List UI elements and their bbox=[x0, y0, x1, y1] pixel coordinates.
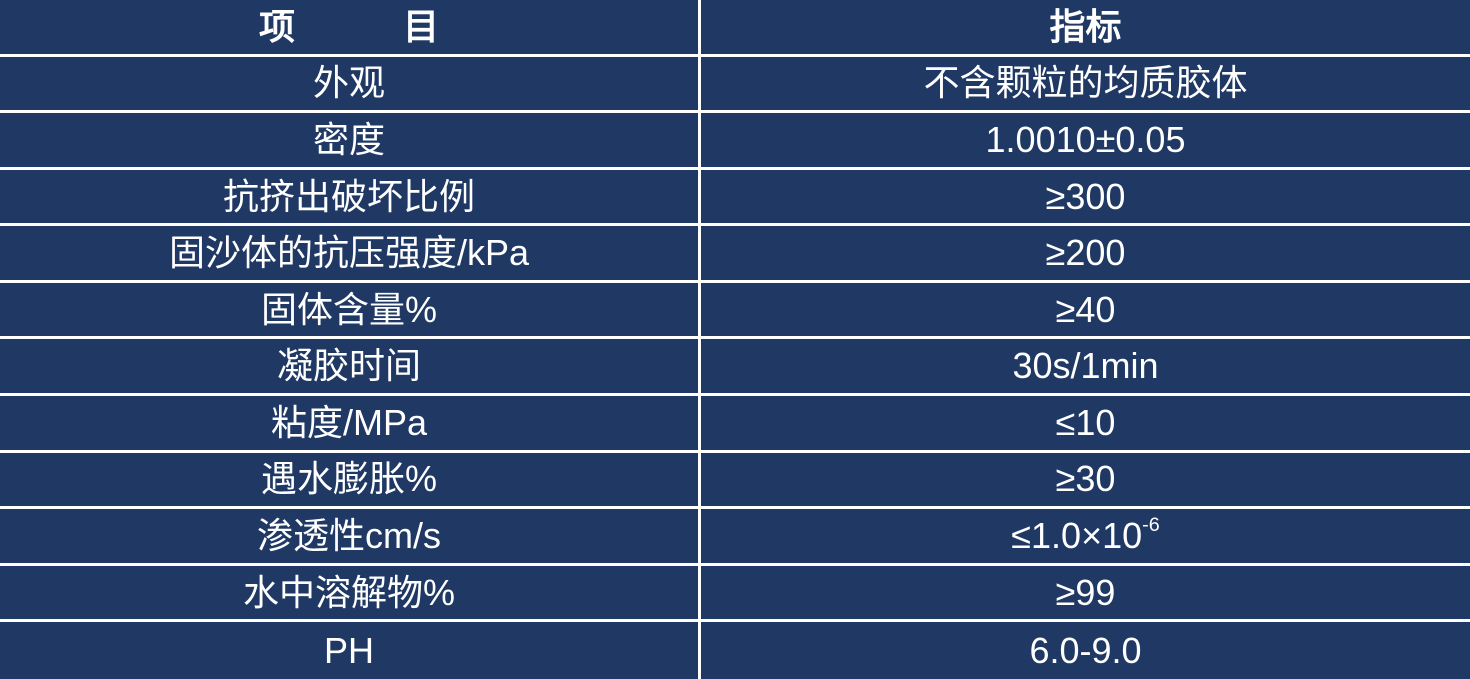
value-cell: 1.0010±0.05 bbox=[698, 113, 1470, 167]
item-cell: 遇水膨胀% bbox=[260, 458, 437, 500]
header-value-column: 指标 bbox=[698, 0, 1470, 54]
table-row: 抗挤出破坏比例 ≥300 bbox=[0, 169, 1470, 227]
value-superscript: -6 bbox=[1142, 514, 1160, 537]
table-row: 遇水膨胀% ≥30 bbox=[0, 452, 1470, 510]
value-cell: 30s/1min bbox=[698, 339, 1470, 394]
table-row: 渗透性cm/s ≤1.0×10 -6 bbox=[0, 509, 1470, 566]
item-cell: 抗挤出破坏比例 bbox=[222, 175, 475, 217]
table-row: PH 6.0-9.0 bbox=[0, 622, 1470, 679]
item-cell: PH bbox=[323, 629, 374, 671]
table-row: 外观 不含颗粒的均质胶体 bbox=[0, 56, 1470, 114]
value-cell: ≤10 bbox=[698, 396, 1470, 450]
item-cell: 固体含量% bbox=[260, 288, 437, 330]
value-cell: ≥99 bbox=[698, 565, 1470, 620]
value-cell: ≤1.0×10 -6 bbox=[698, 509, 1470, 563]
table-row: 固沙体的抗压强度/kPa ≥200 bbox=[0, 226, 1470, 283]
item-cell: 凝胶时间 bbox=[276, 345, 421, 387]
table-row: 密度 1.0010±0.05 bbox=[0, 113, 1470, 170]
table-row: 水中溶解物% ≥99 bbox=[0, 565, 1470, 623]
value-cell: 6.0-9.0 bbox=[698, 622, 1470, 679]
value-cell: ≥300 bbox=[698, 169, 1470, 224]
value-cell: 不含颗粒的均质胶体 bbox=[698, 56, 1470, 111]
table-row: 粘度/MPa ≤10 bbox=[0, 396, 1470, 453]
value-cell: ≥30 bbox=[698, 452, 1470, 507]
item-cell: 固沙体的抗压强度/kPa bbox=[168, 232, 530, 274]
value-base: ≤1.0×10 bbox=[1011, 515, 1143, 557]
header-item-column: 项 目 bbox=[258, 5, 439, 47]
table-row: 固体含量% ≥40 bbox=[0, 282, 1470, 340]
item-cell: 粘度/MPa bbox=[270, 401, 428, 443]
item-cell: 密度 bbox=[312, 118, 385, 160]
item-cell: 外观 bbox=[312, 62, 385, 104]
item-cell: 水中溶解物% bbox=[242, 571, 455, 613]
value-cell: ≥40 bbox=[698, 282, 1470, 337]
value-cell: ≥200 bbox=[698, 226, 1470, 280]
item-cell: 渗透性cm/s bbox=[257, 515, 441, 557]
table-header-row: 项 目 指标 bbox=[0, 0, 1470, 57]
table-row: 凝胶时间 30s/1min bbox=[0, 339, 1470, 397]
